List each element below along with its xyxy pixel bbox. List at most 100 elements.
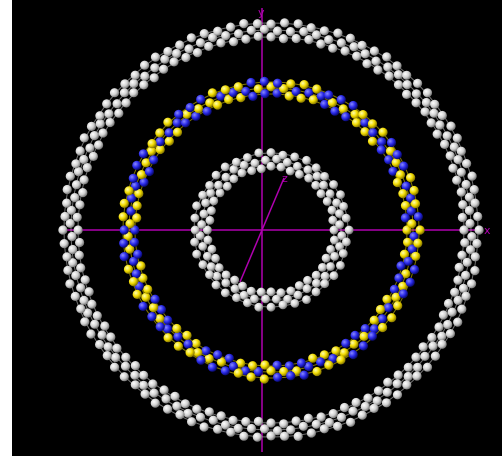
inner-ring-atom [198,260,208,270]
molecule-viewer[interactable]: x y z [12,0,502,456]
outer-ring-atom [333,28,343,38]
middle-ring-atom [401,181,411,191]
inner-ring-atom [266,161,276,171]
middle-ring-atom [299,370,309,380]
outer-ring-atom [246,423,257,434]
middle-ring-atom [259,76,269,86]
inner-ring-atom [266,148,276,157]
outer-ring-atom [442,131,452,141]
outer-ring-atom [239,19,249,29]
outer-ring-atom [100,321,110,331]
middle-ring-atom [163,333,173,343]
outer-ring-atom [426,118,436,128]
inner-ring-atom [207,206,216,216]
middle-ring-atom [185,102,195,113]
inner-ring-atom [339,202,348,211]
inner-ring-atom [302,284,312,294]
outer-ring-atom [112,99,122,109]
outer-ring-atom [83,308,93,318]
outer-ring-atom [82,163,92,173]
middle-ring-atom [350,330,360,340]
outer-ring-atom [464,205,474,216]
outer-ring-atom [346,417,356,427]
molecule-scene[interactable]: x y z [12,0,502,456]
outer-ring-atom [70,291,80,301]
middle-ring-atom [304,361,314,372]
middle-ring-atom [296,358,306,368]
middle-ring-atom [328,353,338,364]
outer-ring-atom [371,56,381,66]
inner-ring-atom [302,295,311,304]
outer-ring-atom [220,420,231,430]
middle-ring-atom [312,366,322,377]
middle-ring-atom [324,90,334,100]
outer-ring-atom [430,351,440,361]
middle-ring-atom [149,155,159,165]
middle-ring-atom [402,225,412,235]
middle-ring-atom [196,355,206,365]
outer-ring-atom [253,31,263,41]
middle-ring-atom [224,94,234,105]
middle-ring-atom [119,225,129,235]
outer-ring-atom [280,18,290,28]
outer-ring-atom [208,415,218,425]
outer-ring-atom [437,339,447,349]
outer-ring-atom [195,412,206,422]
inner-ring-atom [302,155,311,165]
inner-ring-atom [320,279,330,289]
outer-ring-atom [213,26,223,36]
inner-ring-atom [230,284,240,294]
outer-ring-atom [453,155,463,165]
inner-ring-atom [341,213,351,223]
outer-ring-atom [452,133,462,143]
inner-ring-atom [203,225,212,235]
middle-ring-atom [126,193,137,203]
outer-ring-atom [402,80,412,90]
middle-ring-atom [413,212,423,222]
outer-ring-atom [437,110,447,121]
outer-ring-atom [102,99,112,109]
middle-ring-atom [141,158,151,168]
outer-ring-atom [241,34,251,44]
outer-ring-atom [352,51,362,61]
inner-ring-bond-strand [200,159,342,301]
middle-ring-atom [327,98,337,108]
middle-ring-atom [129,256,139,266]
inner-ring-atom [232,157,241,167]
middle-ring-atom [348,100,358,111]
middle-ring-atom [132,213,142,223]
outer-ring-atom [74,250,84,260]
inner-ring-atom [205,181,215,190]
outer-ring-atom [382,387,392,397]
inner-ring-atom [311,180,321,190]
outer-ring-atom [291,33,301,44]
middle-ring-atom [284,361,294,371]
inner-ring-atom [286,286,296,296]
middle-ring-atom [360,324,370,334]
outer-ring-atom [89,131,99,141]
middle-ring-atom [173,341,183,351]
outer-ring-atom [372,396,382,406]
outer-ring-atom [130,370,140,380]
outer-ring-atom [208,32,218,43]
outer-ring-atom [195,38,206,48]
outer-ring-atom [181,52,191,63]
outer-ring-atom [233,423,243,433]
outer-ring-atom [450,287,460,297]
outer-ring-atom [458,283,469,293]
outer-ring-atom [402,70,412,80]
z-axis-line [239,177,285,283]
outer-ring-atom [328,409,338,419]
middle-ring-atom [138,301,148,311]
middle-ring-atom [378,322,388,333]
outer-ring-atom [149,73,159,83]
outer-ring-atom [430,99,440,109]
inner-ring-atom [319,180,328,190]
inner-ring-atom [295,169,304,179]
outer-ring-atom [339,402,350,413]
outer-ring-atom [175,410,185,420]
outer-ring-atom [462,159,472,169]
outer-ring-atom [403,371,413,382]
outer-ring-atom [452,175,462,185]
middle-ring-atom [136,261,146,271]
